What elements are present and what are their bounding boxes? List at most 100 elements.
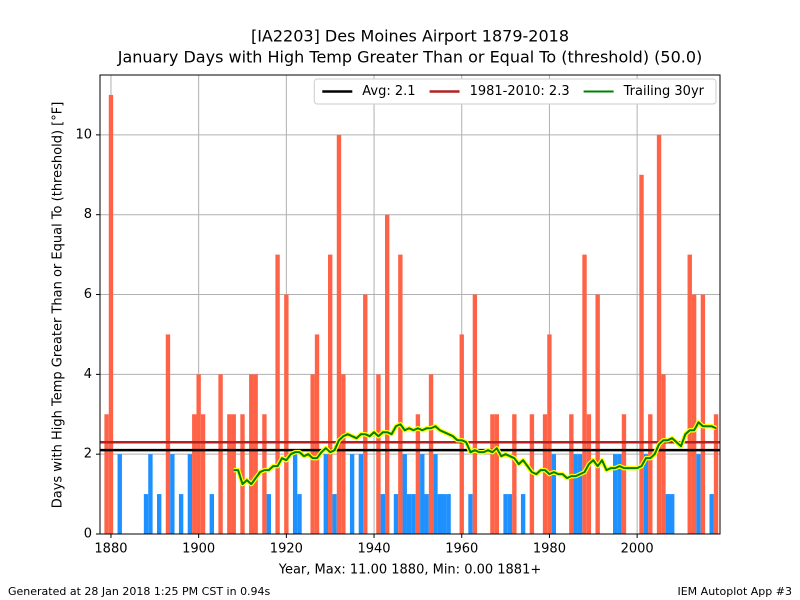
bar: [468, 494, 473, 534]
bar: [341, 374, 346, 534]
bar: [336, 134, 342, 534]
bar: [187, 454, 193, 534]
bar: [328, 254, 333, 534]
bar: [713, 414, 719, 534]
bar: [617, 454, 622, 534]
bar: [284, 294, 289, 534]
bar: [415, 414, 421, 534]
bar: [700, 294, 706, 534]
bar: [148, 454, 153, 534]
bar: [218, 374, 223, 534]
bar: [472, 294, 478, 534]
bar: [376, 374, 381, 534]
y-axis-label: Days with High Temp Greater Than or Equa…: [51, 102, 66, 509]
legend-label: Avg: 2.1: [362, 84, 415, 99]
bar: [332, 494, 337, 534]
bar: [380, 494, 386, 534]
bar: [490, 414, 495, 534]
bar: [670, 494, 675, 534]
bar: [249, 374, 254, 534]
bar: [108, 94, 114, 535]
footer-right: IEM Autoplot App #3: [677, 585, 792, 598]
bar: [595, 294, 600, 534]
bar: [551, 454, 557, 534]
bar: [520, 494, 526, 534]
bar: [428, 374, 434, 534]
bar: [577, 454, 583, 534]
bar: [231, 414, 236, 534]
bar: [542, 414, 548, 534]
bar: [687, 254, 692, 534]
bar: [512, 414, 517, 534]
bar: [639, 174, 644, 535]
bar: [358, 454, 364, 534]
x-tick-label: 1940: [357, 542, 390, 557]
bar: [349, 454, 355, 534]
bar: [648, 414, 653, 534]
bar: [170, 454, 175, 534]
bar: [385, 214, 390, 534]
bar: [406, 494, 412, 534]
y-tick-label: 4: [84, 367, 92, 382]
bar: [442, 494, 447, 534]
bar: [292, 454, 298, 534]
y-tick-label: 6: [84, 287, 92, 302]
bar: [643, 454, 649, 534]
bar: [494, 414, 500, 534]
bar: [582, 254, 587, 534]
x-tick-label: 2000: [621, 542, 654, 557]
bar: [262, 414, 267, 534]
bar: [661, 374, 666, 534]
bar: [393, 494, 399, 534]
chart-subtitle: January Days with High Temp Greater Than…: [117, 48, 703, 67]
x-tick-label: 1900: [182, 542, 215, 557]
bar: [240, 414, 245, 534]
y-tick-label: 0: [84, 527, 92, 542]
bar: [665, 494, 671, 534]
bar: [411, 494, 416, 534]
footer-left: Generated at 28 Jan 2018 1:25 PM CST in …: [8, 585, 271, 598]
bar: [402, 454, 407, 534]
x-tick-label: 1960: [445, 542, 478, 557]
legend-label: Trailing 30yr: [623, 84, 705, 99]
plot-frame: [99, 74, 721, 535]
bar: [275, 254, 280, 534]
x-tick-label: 1880: [94, 542, 127, 557]
bar: [143, 494, 149, 534]
bar: [696, 454, 701, 534]
bar: [200, 414, 206, 534]
bar: [192, 414, 197, 534]
legend-box: [313, 78, 717, 105]
bar: [503, 494, 508, 534]
bar: [253, 374, 258, 534]
chart-title: [IA2203] Des Moines Airport 1879-2018: [251, 27, 569, 46]
bar: [209, 494, 215, 534]
bar: [178, 494, 184, 534]
x-tick-label: 1920: [270, 542, 303, 557]
bar: [398, 254, 403, 534]
bar: [424, 494, 429, 534]
bar: [691, 294, 697, 534]
bar: [323, 454, 329, 534]
bar: [433, 454, 438, 534]
bar: [157, 494, 162, 534]
bar: [656, 134, 662, 534]
trend-line: [233, 421, 717, 486]
bar: [446, 494, 451, 534]
bar: [547, 334, 552, 534]
x-tick-label: 1980: [533, 542, 566, 557]
bar: [507, 494, 513, 534]
bar: [104, 414, 109, 534]
bar: [117, 454, 122, 534]
bar: [437, 494, 443, 534]
bar: [459, 334, 464, 534]
bar: [310, 374, 315, 534]
bar: [196, 374, 201, 534]
bar: [297, 494, 302, 534]
bar: [227, 414, 232, 534]
y-tick-label: 2: [84, 447, 92, 462]
bar: [165, 334, 171, 534]
bar: [621, 414, 627, 534]
bar: [586, 414, 592, 534]
